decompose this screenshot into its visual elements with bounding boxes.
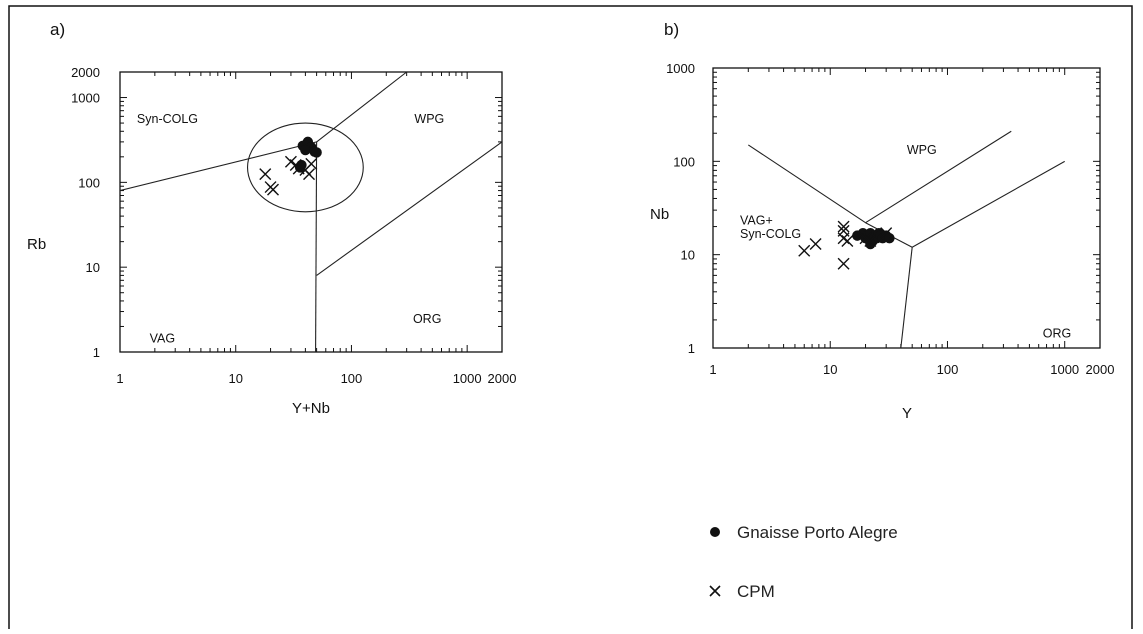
x-tick-label: 2000: [488, 371, 517, 386]
overlap-ellipse: [246, 122, 364, 213]
data-point-cpm: [864, 235, 877, 248]
field-boundary-line: [900, 247, 913, 349]
data-point-cpm: [798, 244, 811, 257]
legend-dot-icon: [710, 527, 720, 537]
data-points-a: [259, 136, 322, 196]
panel-letter-a: a): [50, 20, 65, 39]
field-label: WPG: [907, 143, 937, 157]
field-boundary-line: [316, 71, 407, 143]
chart-panel-b: b) 1 10 100 1000 2000 1 10 100 1000 WPG VAG+Syn-C…: [650, 20, 1114, 422]
x-tick-label: 1: [116, 371, 123, 386]
field-label: WPG: [414, 112, 444, 126]
x-tick-label: 1000: [1050, 362, 1079, 377]
legend: Gnaisse Porto Alegre CPM: [709, 523, 898, 601]
panel-letter-b: b): [664, 20, 679, 39]
x-axis-title-b: Y: [902, 405, 912, 422]
y-axis-title-a: Rb: [27, 236, 46, 253]
data-point-cpm: [809, 238, 822, 251]
data-point-cpm: [267, 183, 280, 196]
y-tick-label: 10: [86, 260, 100, 275]
x-tick-label: 10: [228, 371, 242, 386]
plot-frame-a: [119, 71, 503, 353]
plot-frame-b: [712, 67, 1101, 349]
field-boundary-line: [119, 141, 317, 192]
field-label: VAG+: [740, 214, 773, 228]
field-boundaries-a: [119, 71, 503, 353]
tick-marks-b: [712, 67, 1101, 349]
y-tick-label: 100: [673, 154, 695, 169]
data-point-gnaisse: [311, 147, 322, 158]
x-tick-label: 10: [823, 362, 837, 377]
data-point-cpm: [841, 235, 854, 248]
data-point-gnaisse: [300, 144, 311, 156]
chart-panel-a: a) 1 10 100 1000 2000 1 10 100 1000 2000 Syn-COLG…: [27, 20, 516, 417]
y-tick-label: 100: [78, 175, 100, 190]
data-point-cpm: [303, 168, 316, 181]
field-label: ORG: [413, 312, 441, 326]
field-boundary-line: [315, 141, 318, 353]
tick-marks-a: [119, 71, 503, 353]
field-label: VAG: [150, 331, 175, 345]
data-point-cpm: [259, 168, 272, 181]
field-label: Syn-COLG: [740, 227, 801, 241]
figure-border: [8, 5, 1133, 629]
legend-item-cpm: CPM: [709, 582, 775, 601]
x-tick-label: 1000: [453, 371, 482, 386]
field-labels-a: Syn-COLG WPG VAG ORG: [137, 112, 444, 345]
x-tick-label: 1: [709, 362, 716, 377]
tick-labels-a: 1 10 100 1000 2000 1 10 100 1000 2000: [71, 65, 516, 386]
legend-label-cpm: CPM: [737, 582, 775, 601]
y-tick-label: 10: [681, 248, 695, 263]
field-label: ORG: [1043, 326, 1071, 340]
y-tick-label: 2000: [71, 65, 100, 80]
x-tick-label: 100: [341, 371, 363, 386]
data-points-b: [798, 220, 895, 270]
field-boundary-line: [911, 160, 1065, 248]
data-point-cpm: [305, 157, 318, 170]
field-boundary-line: [316, 141, 503, 276]
field-labels-b: WPG VAG+Syn-COLG ORG: [740, 143, 1071, 340]
data-point-cpm: [880, 227, 893, 240]
y-axis-title-b: Nb: [650, 206, 669, 223]
legend-cross-icon: [709, 585, 721, 597]
field-boundary-line: [865, 130, 1012, 224]
legend-item-gnaisse: Gnaisse Porto Alegre: [710, 523, 898, 542]
data-point-cpm: [837, 257, 850, 270]
tick-labels-b: 1 10 100 1000 2000 1 10 100 1000: [666, 61, 1114, 377]
y-tick-label: 1: [93, 345, 100, 360]
x-axis-title-a: Y+Nb: [292, 400, 330, 417]
y-tick-label: 1000: [71, 91, 100, 106]
x-tick-label: 2000: [1086, 362, 1115, 377]
legend-label-gnaisse: Gnaisse Porto Alegre: [737, 523, 898, 542]
data-point-cpm: [837, 220, 850, 233]
y-tick-label: 1000: [666, 61, 695, 76]
field-label: Syn-COLG: [137, 112, 198, 126]
data-point-gnaisse: [884, 233, 895, 244]
field-boundary-line: [747, 144, 866, 224]
x-tick-label: 100: [937, 362, 959, 377]
y-tick-label: 1: [688, 341, 695, 356]
